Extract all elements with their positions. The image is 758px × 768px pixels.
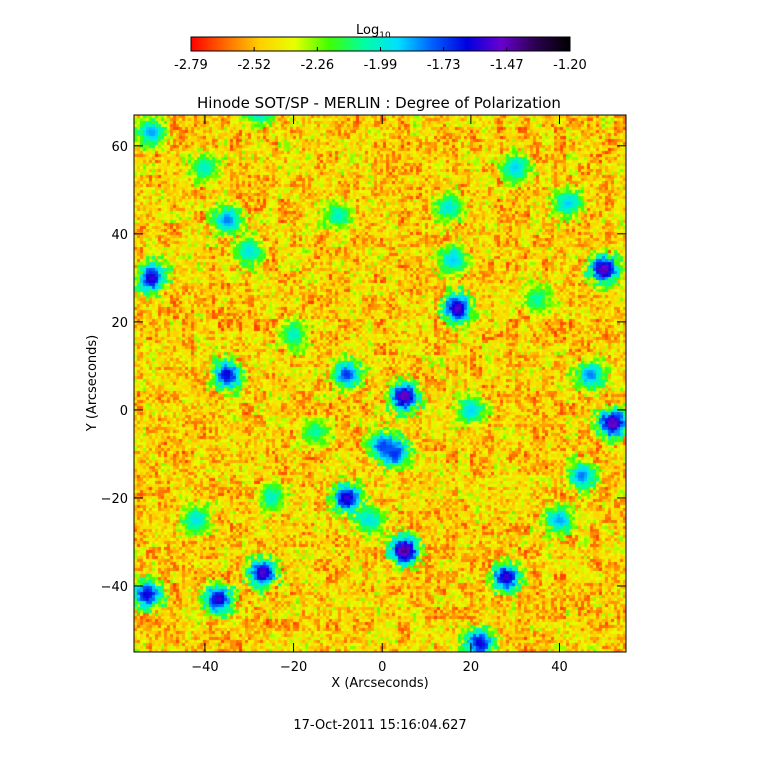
y-axis-label: Y (Arcseconds) xyxy=(85,335,100,432)
heatmap-image xyxy=(134,115,626,652)
timestamp: 17-Oct-2011 15:16:04.627 xyxy=(293,718,466,733)
x-tick-label: 20 xyxy=(463,660,480,675)
y-tick-label: 0 xyxy=(120,404,128,419)
x-tick-label: 40 xyxy=(551,660,568,675)
y-tick-label: 20 xyxy=(111,316,128,331)
chart-title: Hinode SOT/SP - MERLIN : Degree of Polar… xyxy=(197,94,561,112)
x-tick-label: 0 xyxy=(378,660,386,675)
colorbar-tick-label: -2.79 xyxy=(174,58,208,73)
y-tick-label: 60 xyxy=(111,140,128,155)
colorbar-label-subscript: 10 xyxy=(379,31,391,41)
plot-frame xyxy=(133,114,627,653)
colorbar-tick-label: -2.52 xyxy=(237,58,271,73)
colorbar-tick-label: -1.47 xyxy=(490,58,524,73)
colorbar-label: Log10 xyxy=(356,23,391,41)
y-tick-label: 40 xyxy=(111,228,128,243)
x-axis-label: X (Arcseconds) xyxy=(331,676,428,691)
colorbar-ticks: -2.79 -2.52 -2.26 -1.99 -1.73 -1.47 -1.20 xyxy=(174,47,587,73)
x-axis: −40 −20 0 20 40 xyxy=(191,115,568,675)
y-tick-label: −40 xyxy=(101,580,128,595)
x-tick-label: −20 xyxy=(280,660,307,675)
colorbar-tick-label: -1.99 xyxy=(364,58,398,73)
y-axis: −40 −20 0 20 40 60 xyxy=(101,140,626,595)
colorbar-tick-label: -1.73 xyxy=(427,58,461,73)
colorbar-tick-label: -1.20 xyxy=(553,58,587,73)
y-tick-label: −20 xyxy=(101,492,128,507)
colorbar-tick-label: -2.26 xyxy=(301,58,335,73)
x-tick-label: −40 xyxy=(191,660,218,675)
